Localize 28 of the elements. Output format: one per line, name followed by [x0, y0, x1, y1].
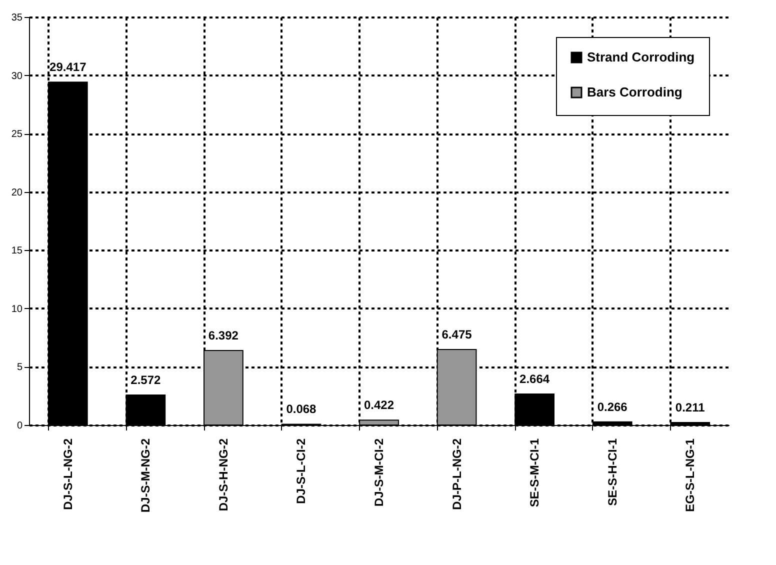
- x-tick-label: DJ-S-M-NG-2: [138, 438, 153, 512]
- x-tick-label: DJ-S-H-NG-2: [216, 438, 230, 512]
- y-tick-label: 25: [11, 129, 23, 140]
- data-label: 0.211: [675, 400, 706, 415]
- legend-label: Strand Corroding: [587, 50, 695, 64]
- y-tick-label: 5: [16, 362, 23, 374]
- legend-label: Bars Corroding: [587, 84, 682, 100]
- data-label: 0.422: [364, 398, 394, 412]
- data-label: 6.475: [442, 328, 472, 342]
- x-tick-label: DJ-S-L-CI-2: [294, 438, 308, 504]
- data-label: 29.417: [50, 60, 87, 74]
- y-tick-label: 35: [11, 12, 23, 24]
- data-label: 2.664: [520, 372, 550, 386]
- x-tick-label: DJ-S-M-CI-2: [372, 438, 386, 506]
- x-tick-label: DJ-S-L-NG-2: [60, 438, 75, 510]
- y-tick-label: 30: [11, 70, 23, 82]
- y-tick-label: 15: [11, 246, 23, 257]
- y-tick-label: 0: [16, 420, 23, 432]
- data-label: 0.266: [597, 400, 628, 414]
- x-tick-label: EG-S-L-NG-1: [683, 438, 698, 512]
- x-tick-label: SE-S-M-CI-1: [528, 438, 542, 508]
- y-tick-label: 10: [11, 304, 23, 315]
- x-tick-label: DJ-P-L-NG-2: [450, 438, 464, 510]
- data-label: 0.068: [286, 402, 317, 416]
- x-tick-label: SE-S-H-CI-1: [605, 438, 620, 506]
- y-tick-label: 20: [11, 187, 23, 198]
- data-label: 6.392: [208, 328, 239, 342]
- data-label: 2.572: [130, 373, 162, 388]
